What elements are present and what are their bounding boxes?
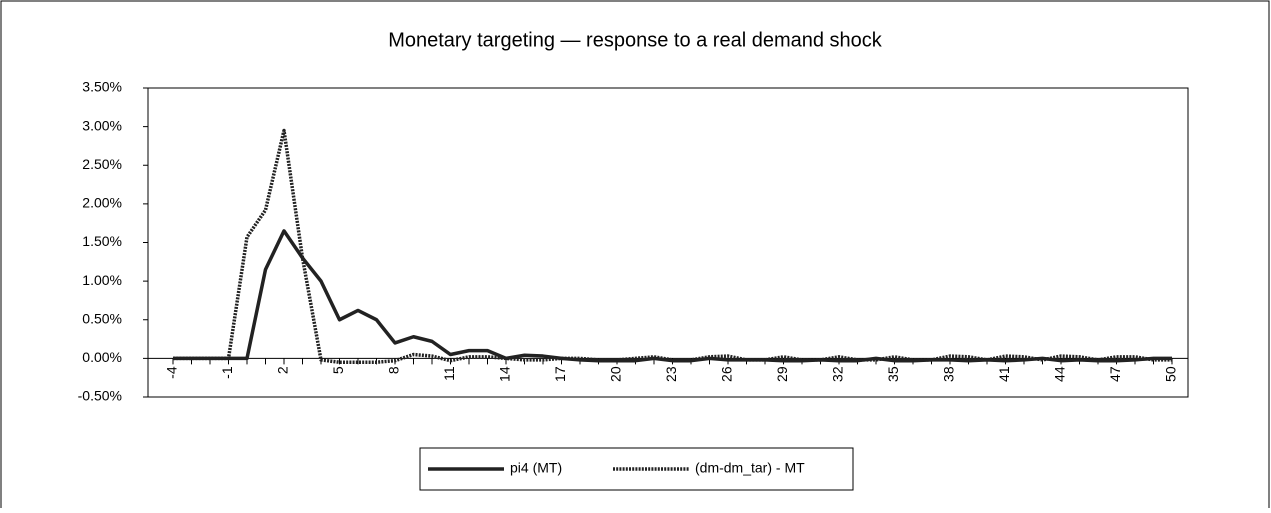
x-tick-label: 26: [719, 366, 735, 382]
x-tick-label: 50: [1163, 366, 1179, 382]
legend-label: pi4 (MT): [510, 460, 562, 476]
y-tick-label: 0.50%: [82, 310, 122, 326]
y-tick-label: -0.50%: [78, 388, 122, 404]
chart-title: Monetary targeting — response to a real …: [388, 29, 883, 51]
y-tick-label: 2.50%: [82, 156, 122, 172]
x-tick-label: 11: [441, 366, 457, 381]
x-tick-label: 17: [552, 366, 568, 382]
x-tick-label: -1: [219, 366, 235, 379]
x-tick-label: 47: [1107, 366, 1123, 382]
x-tick-label: 2: [275, 366, 291, 374]
y-tick-label: 3.50%: [82, 79, 122, 95]
y-tick-label: 1.00%: [82, 272, 122, 288]
x-tick-label: 20: [608, 366, 624, 382]
x-tick-label: 8: [386, 366, 402, 374]
series-line: [173, 229, 1172, 363]
y-tick-label: 0.00%: [82, 349, 122, 365]
y-tick-label: 1.50%: [82, 233, 122, 249]
x-tick-label: 38: [941, 366, 957, 382]
x-tick-label: 14: [497, 366, 513, 382]
x-tick-label: -4: [164, 366, 180, 379]
x-tick-label: 35: [885, 366, 901, 382]
legend-label: (dm-dm_tar) - MT: [695, 460, 805, 476]
x-tick-label: 23: [663, 366, 679, 382]
x-tick-label: 41: [996, 366, 1012, 382]
x-tick-label: 29: [774, 366, 790, 382]
x-tick-label: 32: [830, 366, 846, 382]
y-tick-label: 3.00%: [82, 117, 122, 133]
y-tick-label: 2.00%: [82, 195, 122, 211]
x-tick-label: 44: [1052, 366, 1068, 382]
x-tick-label: 5: [330, 366, 346, 374]
